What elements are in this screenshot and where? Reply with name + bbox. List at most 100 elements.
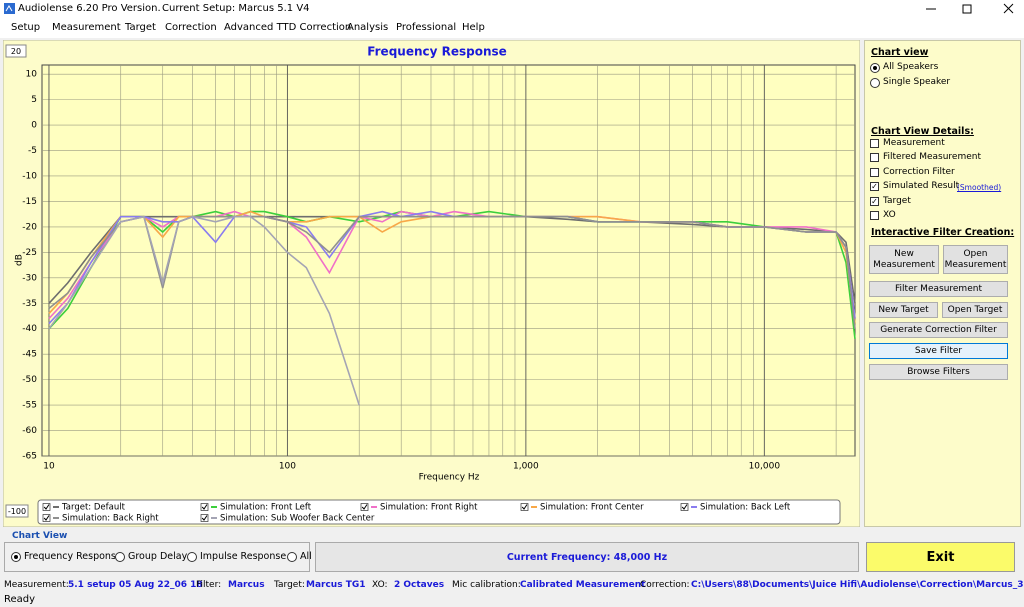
x-tick-label: 10 <box>43 462 55 472</box>
button[interactable]: Save Filter <box>869 343 1008 359</box>
radio-label: All <box>300 551 312 562</box>
y-tick-label: -15 <box>22 197 37 207</box>
checkbox-label: Filtered Measurement <box>883 152 981 163</box>
y-axis-label: dB <box>15 254 25 266</box>
legend-checkbox <box>200 503 209 511</box>
radio-label: Frequency Response <box>24 551 122 562</box>
checkbox-label: Correction Filter <box>883 166 955 177</box>
radio-label: Group Delay <box>128 551 188 562</box>
app-icon <box>4 3 15 14</box>
checkbox-label: Measurement <box>883 138 945 148</box>
section-heading: Chart View Details: <box>871 126 974 137</box>
checkbox[interactable]: ✓ <box>870 182 879 192</box>
y-tick-label: -10 <box>22 171 37 181</box>
menu-item[interactable]: Professional <box>396 22 457 33</box>
setup-title: Current Setup: Marcus 5.1 V4 <box>162 3 310 14</box>
x-tick-label: 100 <box>279 462 296 472</box>
checkbox[interactable] <box>870 167 879 177</box>
y-tick-label: -50 <box>22 375 37 385</box>
chart-panel: Frequency Response 20 -100 dB Frequency … <box>3 40 860 527</box>
y-tick-label: 5 <box>31 95 37 105</box>
radio[interactable] <box>287 552 297 562</box>
status-value: 5.1 setup 05 Aug 22_06 18 <box>68 580 203 590</box>
right-panel: Chart view All Speakers Single Speaker Char… <box>864 40 1021 527</box>
menu-item[interactable]: Advanced TTD Correction <box>224 22 352 33</box>
section-heading: Chart view <box>871 47 929 58</box>
y-tick-label: 10 <box>26 70 38 80</box>
radio-label: Single Speaker <box>883 77 951 87</box>
y-tick-label: -30 <box>22 273 37 283</box>
section-heading: Interactive Filter Creation: <box>871 227 1015 238</box>
chart-view-label: Chart View <box>12 531 68 541</box>
title-bar: Audiolense 6.20 Pro Version. Current Set… <box>0 0 1024 18</box>
status-label: Target: <box>274 580 305 590</box>
smoothed-link[interactable]: (Smoothed) <box>957 183 1002 192</box>
button[interactable]: Filter Measurement <box>869 281 1008 297</box>
y-tick-label: -45 <box>22 350 37 360</box>
chart-title: Frequency Response <box>367 45 507 59</box>
y-tick-label: -20 <box>22 222 37 232</box>
radio[interactable] <box>11 552 21 562</box>
scale-box[interactable] <box>5 504 29 518</box>
button[interactable]: New Measurement <box>869 245 939 274</box>
button[interactable]: Generate Correction Filter <box>869 322 1008 338</box>
checkbox[interactable]: ✓ <box>870 196 879 206</box>
radio-label: Impulse Response <box>200 551 287 562</box>
y-tick-label: -5 <box>28 146 37 156</box>
bottom-scale: -100 <box>8 507 26 516</box>
legend-checkbox <box>520 503 529 511</box>
status-label: XO: <box>372 580 388 590</box>
legend-check <box>361 504 368 510</box>
legend-checkbox <box>680 503 689 511</box>
button[interactable]: Open Target <box>942 302 1008 318</box>
y-tick-label: -60 <box>22 426 37 436</box>
checkbox-label: Simulated Result <box>883 181 960 192</box>
menu-item[interactable]: Analysis <box>347 22 389 33</box>
legend-check <box>681 504 688 510</box>
status-label: Measurement: <box>4 580 69 590</box>
checkbox-label: Target <box>883 195 911 206</box>
legend-checkbox <box>42 514 51 522</box>
status-state: Ready <box>4 594 36 605</box>
legend-label: Simulation: Back Left <box>700 503 791 513</box>
legend-check <box>201 515 208 521</box>
current-frequency: Current Frequency: 48,000 Hz <box>315 542 859 572</box>
radio[interactable] <box>870 63 880 73</box>
radio[interactable] <box>870 78 880 88</box>
y-tick-label: -35 <box>22 299 37 309</box>
checkbox[interactable] <box>870 211 879 220</box>
legend-check <box>43 515 50 521</box>
button[interactable]: Open Measurement <box>943 245 1008 274</box>
menu-item[interactable]: Correction <box>165 22 217 33</box>
series-line <box>48 215 856 329</box>
legend-label: Simulation: Front Right <box>380 503 478 513</box>
top-scale: 20 <box>11 47 21 56</box>
legend-label: Simulation: Sub Woofer Back Center <box>220 514 375 524</box>
button[interactable]: New Target <box>869 302 938 318</box>
exit-button[interactable]: Exit <box>866 542 1015 572</box>
y-tick-label: 0 <box>31 121 37 131</box>
status-value: C:\Users\88\Documents\Juice Hifi\Audiole… <box>691 580 1024 590</box>
menu-item[interactable]: Target <box>125 22 156 33</box>
scale-box[interactable] <box>5 44 27 58</box>
legend-label: Target: Default <box>61 503 126 513</box>
status-value: 2 Octaves <box>394 580 445 590</box>
checkbox[interactable] <box>870 139 879 148</box>
radio[interactable] <box>115 552 125 562</box>
menu-item[interactable]: Measurement <box>52 22 121 33</box>
radio[interactable] <box>187 552 197 562</box>
window-controls[interactable] <box>915 0 1024 18</box>
checkbox[interactable] <box>870 153 879 163</box>
button[interactable]: Browse Filters <box>869 364 1008 380</box>
legend-check <box>201 504 208 510</box>
legend-check <box>43 504 50 510</box>
radio-label: All Speakers <box>883 62 939 72</box>
view-options: Frequency Response Group Delay Impulse Res… <box>4 542 312 572</box>
status-value: Marcus <box>228 580 265 590</box>
legend-checkbox <box>200 514 209 522</box>
checkbox-label: XO <box>883 210 896 220</box>
legend-check <box>521 504 528 510</box>
menu-bar: Setup Measurement Target Correction Advanced… <box>0 18 1024 38</box>
menu-item[interactable]: Setup <box>11 22 41 33</box>
menu-item[interactable]: Help <box>462 22 485 33</box>
